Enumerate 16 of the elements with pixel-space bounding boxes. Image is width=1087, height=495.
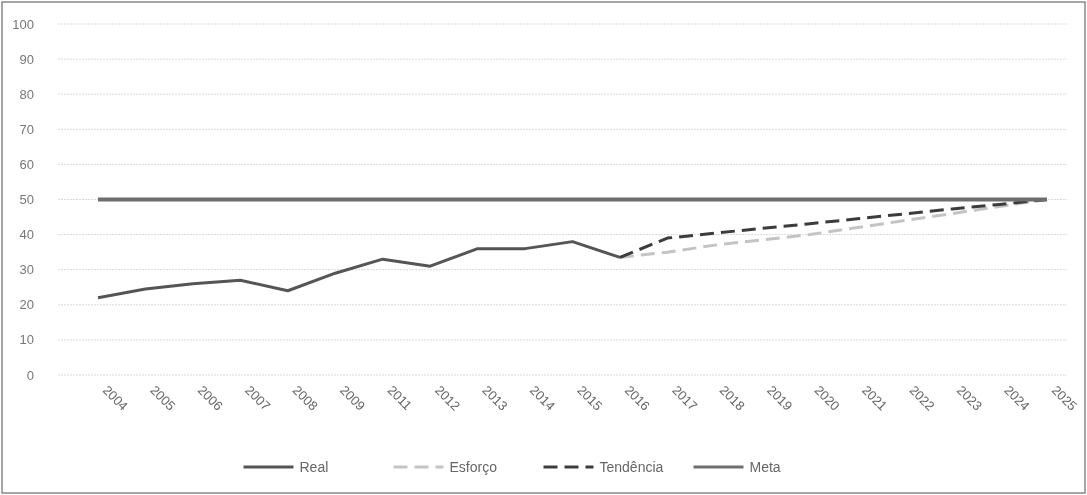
- y-tick-label: 20: [19, 297, 34, 313]
- y-tick-label: 50: [19, 192, 34, 208]
- y-tick-label: 100: [12, 16, 34, 32]
- y-tick-label: 40: [19, 227, 34, 243]
- legend-label: Meta: [749, 458, 781, 475]
- legend-label: Tendência: [599, 458, 664, 475]
- y-tick-label: 60: [19, 156, 34, 172]
- y-tick-label: 0: [26, 367, 34, 383]
- legend-label: Esforço: [449, 458, 498, 475]
- line-series: [96, 240, 622, 300]
- y-tick-label: 80: [19, 86, 34, 102]
- legend-label: Real: [299, 458, 329, 475]
- y-tick-label: 30: [19, 262, 34, 278]
- y-tick-label: 70: [19, 121, 34, 137]
- y-tick-label: 10: [19, 332, 34, 348]
- y-tick-label: 90: [19, 51, 34, 67]
